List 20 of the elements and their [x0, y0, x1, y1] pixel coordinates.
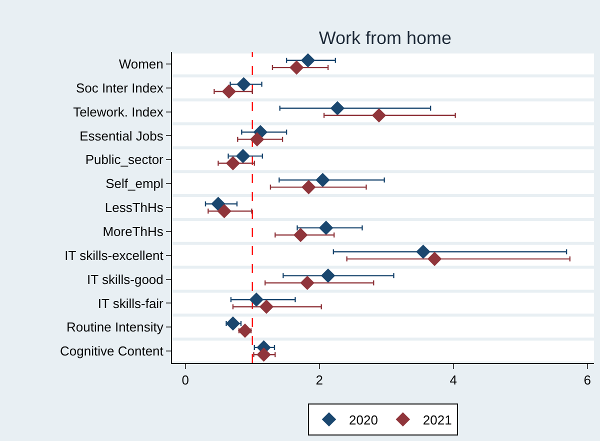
y-tick-label: Public_sector [85, 152, 164, 168]
x-tick-label: 6 [584, 372, 591, 388]
y-tick-label: MoreThHs [102, 224, 164, 239]
x-tick-label: 4 [450, 372, 457, 388]
legend-label: 2021 [422, 412, 452, 428]
x-tick-label: 2 [316, 372, 323, 388]
x-tick-label: 0 [182, 372, 190, 388]
y-tick-label: Self_empl [106, 176, 164, 192]
y-tick-label: IT skills-fair [98, 296, 164, 311]
y-tick-label: IT skills-excellent [64, 248, 164, 263]
y-tick-label: Telework. Index [73, 104, 164, 120]
legend-label: 2020 [349, 412, 378, 428]
y-tick-label: Soc Inter Index [76, 80, 164, 96]
y-tick-label: Women [118, 56, 164, 72]
chart-title: Work from home [318, 28, 452, 48]
y-tick-label: Cognitive Content [60, 344, 164, 359]
y-tick-label: IT skills-good [87, 272, 164, 287]
y-tick-label: Routine Intensity [66, 320, 164, 335]
y-tick-label: LessThHs [104, 200, 164, 216]
y-tick-label: Essential Jobs [80, 128, 164, 144]
